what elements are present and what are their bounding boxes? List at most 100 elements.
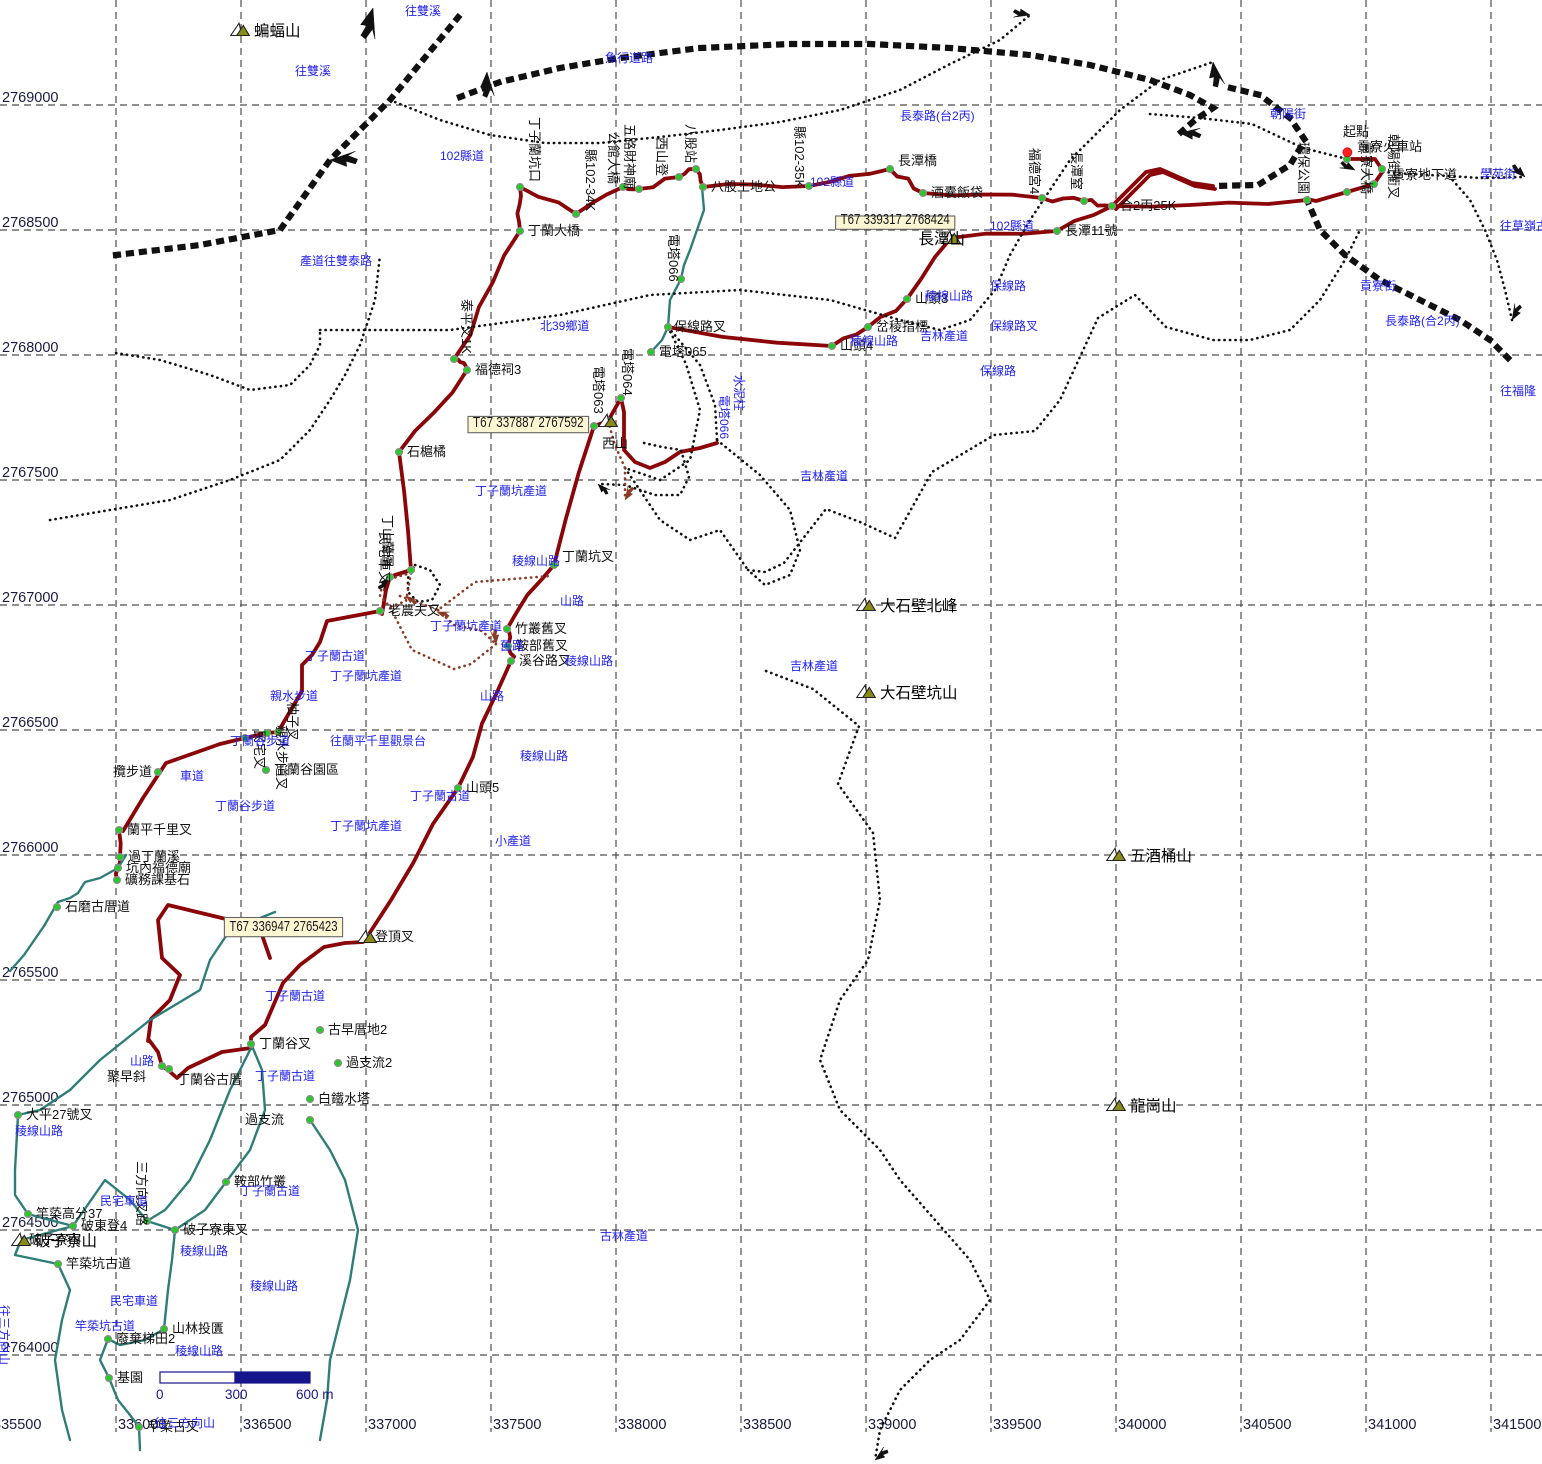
- svg-text:丁子蘭古道: 丁子蘭古道: [265, 988, 325, 1003]
- svg-text:T67 337887 2767592: T67 337887 2767592: [473, 414, 584, 431]
- svg-text:破子寮山: 破子寮山: [29, 1232, 81, 1247]
- svg-text:竹叢舊叉: 竹叢舊叉: [515, 621, 567, 636]
- svg-text:長潭橋: 長潭橋: [898, 153, 937, 168]
- svg-text:2768000: 2768000: [2, 340, 58, 356]
- svg-text:往福隆: 往福隆: [1500, 383, 1536, 398]
- svg-text:過支流2: 過支流2: [346, 1055, 392, 1070]
- svg-text:保線路: 保線路: [980, 363, 1016, 378]
- svg-text:白鐵水塔: 白鐵水塔: [318, 1091, 370, 1106]
- svg-text:五路財神廟: 五路財神廟: [622, 124, 637, 189]
- svg-text:溪谷路叉: 溪谷路叉: [519, 653, 571, 668]
- svg-text:大石壁北峰: 大石壁北峰: [880, 597, 958, 615]
- svg-text:丁子蘭古道: 丁子蘭古道: [410, 788, 470, 803]
- svg-text:電塔063: 電塔063: [591, 366, 606, 414]
- svg-text:魚行道路: 魚行道路: [605, 50, 653, 65]
- svg-text:往雙溪: 往雙溪: [405, 3, 441, 18]
- svg-text:福德宮4: 福德宮4: [1027, 148, 1042, 194]
- svg-text:山頭5: 山頭5: [466, 780, 499, 795]
- svg-text:丁蘭谷步道: 丁蘭谷步道: [215, 799, 275, 813]
- svg-text:朝陽街: 朝陽街: [1270, 107, 1306, 121]
- svg-text:102縣道: 102縣道: [990, 219, 1034, 233]
- svg-text:保線路叉: 保線路叉: [674, 319, 726, 334]
- svg-text:山路: 山路: [560, 593, 584, 608]
- svg-text:車道: 車道: [180, 769, 204, 783]
- svg-text:電塔065: 電塔065: [659, 344, 707, 359]
- svg-text:攬步道: 攬步道: [113, 764, 152, 779]
- svg-text:300: 300: [225, 1387, 248, 1402]
- svg-text:西山: 西山: [602, 436, 628, 451]
- svg-text:2767500: 2767500: [2, 465, 58, 481]
- svg-text:102縣道: 102縣道: [440, 149, 484, 163]
- svg-text:蘭平千里叉: 蘭平千里叉: [127, 822, 192, 837]
- svg-text:2767000: 2767000: [2, 590, 58, 606]
- svg-text:老農夫叉: 老農夫叉: [388, 603, 440, 618]
- svg-text:古林產道: 古林產道: [600, 1228, 648, 1243]
- svg-text:酒囊飯袋: 酒囊飯袋: [931, 185, 983, 200]
- svg-text:八股站: 八股站: [683, 124, 698, 163]
- svg-text:吉林產道: 吉林產道: [790, 658, 838, 673]
- svg-text:稜線山路: 稜線山路: [180, 1243, 228, 1258]
- svg-text:破東登4: 破東登4: [81, 1218, 127, 1233]
- svg-text:2768500: 2768500: [2, 215, 58, 231]
- svg-text:水泥柱: 水泥柱: [732, 375, 747, 411]
- svg-text:T67 336947 2765423: T67 336947 2765423: [229, 918, 337, 935]
- svg-text:破子寮東叉: 破子寮東叉: [183, 1222, 248, 1237]
- svg-text:341000: 341000: [1368, 1417, 1416, 1433]
- svg-text:貢寮地下道: 貢寮地下道: [1392, 167, 1457, 182]
- svg-text:大平27號叉: 大平27號叉: [26, 1107, 92, 1122]
- svg-text:稜線山路: 稜線山路: [565, 653, 613, 668]
- svg-text:339500: 339500: [993, 1417, 1041, 1433]
- svg-text:電塔064: 電塔064: [620, 348, 635, 396]
- svg-text:丁蘭谷古厝: 丁蘭谷古厝: [177, 1072, 242, 1087]
- svg-text:石槴橘: 石槴橘: [407, 444, 446, 459]
- svg-text:吉林產道: 吉林產道: [800, 468, 848, 483]
- svg-text:泰平叉1K: 泰平叉1K: [459, 299, 474, 354]
- svg-text:民宅車道: 民宅車道: [100, 1193, 148, 1208]
- svg-text:蝙蝠山: 蝙蝠山: [254, 22, 301, 40]
- svg-text:稜線山路: 稜線山路: [250, 1278, 298, 1293]
- svg-text:丁子蘭坑產道: 丁子蘭坑產道: [330, 818, 402, 833]
- svg-text:廢棄梯田2: 廢棄梯田2: [116, 1331, 175, 1346]
- svg-text:貢寮街: 貢寮街: [1360, 278, 1396, 293]
- svg-text:338000: 338000: [618, 1417, 666, 1433]
- svg-text:稜線山路: 稜線山路: [15, 1123, 63, 1138]
- svg-text:保線路: 保線路: [990, 278, 1026, 293]
- svg-text:大石壁坑山: 大石壁坑山: [880, 684, 958, 702]
- svg-text:336500: 336500: [243, 1417, 291, 1433]
- svg-text:古早厝地2: 古早厝地2: [328, 1022, 387, 1037]
- svg-text:2769000: 2769000: [2, 90, 58, 106]
- svg-text:登頂叉: 登頂叉: [375, 929, 414, 944]
- svg-text:丁蘭谷叉: 丁蘭谷叉: [259, 1036, 311, 1051]
- svg-text:丁蘭谷園區: 丁蘭谷園區: [274, 762, 339, 777]
- svg-text:長泰路(合2丙): 長泰路(合2丙): [1385, 313, 1460, 328]
- svg-text:礦務課基石: 礦務課基石: [125, 872, 190, 887]
- svg-text:縣102-35K: 縣102-35K: [792, 126, 807, 188]
- svg-text:公館大橋: 公館大橋: [606, 132, 621, 184]
- svg-text:長潭11號: 長潭11號: [1065, 223, 1118, 238]
- svg-text:丁子蘭古道: 丁子蘭古道: [305, 648, 365, 663]
- svg-text:竿蒅坑古道: 竿蒅坑古道: [75, 1318, 135, 1333]
- svg-text:小產道: 小產道: [495, 833, 531, 848]
- svg-text:丁子蘭古道: 丁子蘭古道: [255, 1068, 315, 1083]
- svg-text:340500: 340500: [1243, 1417, 1291, 1433]
- svg-text:山路: 山路: [480, 688, 504, 703]
- svg-text:吉林產道: 吉林產道: [920, 328, 968, 343]
- svg-text:基園: 基園: [117, 1370, 143, 1385]
- svg-text:縣102-34K: 縣102-34K: [583, 149, 598, 211]
- svg-text:往三方向山: 往三方向山: [155, 1415, 215, 1430]
- svg-text:2766500: 2766500: [2, 715, 58, 731]
- svg-text:335500: 335500: [0, 1417, 41, 1433]
- svg-text:337000: 337000: [368, 1417, 416, 1433]
- svg-text:丁蘭坑叉: 丁蘭坑叉: [562, 549, 614, 564]
- svg-text:親水步道: 親水步道: [270, 689, 318, 703]
- svg-text:過支流: 過支流: [245, 1112, 284, 1127]
- svg-text:福德祠3: 福德祠3: [475, 362, 521, 377]
- svg-text:2765500: 2765500: [2, 965, 58, 981]
- svg-text:產道往雙泰路: 產道往雙泰路: [300, 253, 372, 268]
- svg-text:341500: 341500: [1493, 1417, 1541, 1433]
- svg-text:竿蒅坑古道: 竿蒅坑古道: [66, 1256, 131, 1271]
- svg-text:長潭窒: 長潭窒: [1069, 151, 1084, 190]
- svg-text:稜線山路: 稜線山路: [175, 1343, 223, 1358]
- svg-text:電塔066: 電塔066: [717, 395, 731, 439]
- svg-text:600 m: 600 m: [296, 1387, 334, 1402]
